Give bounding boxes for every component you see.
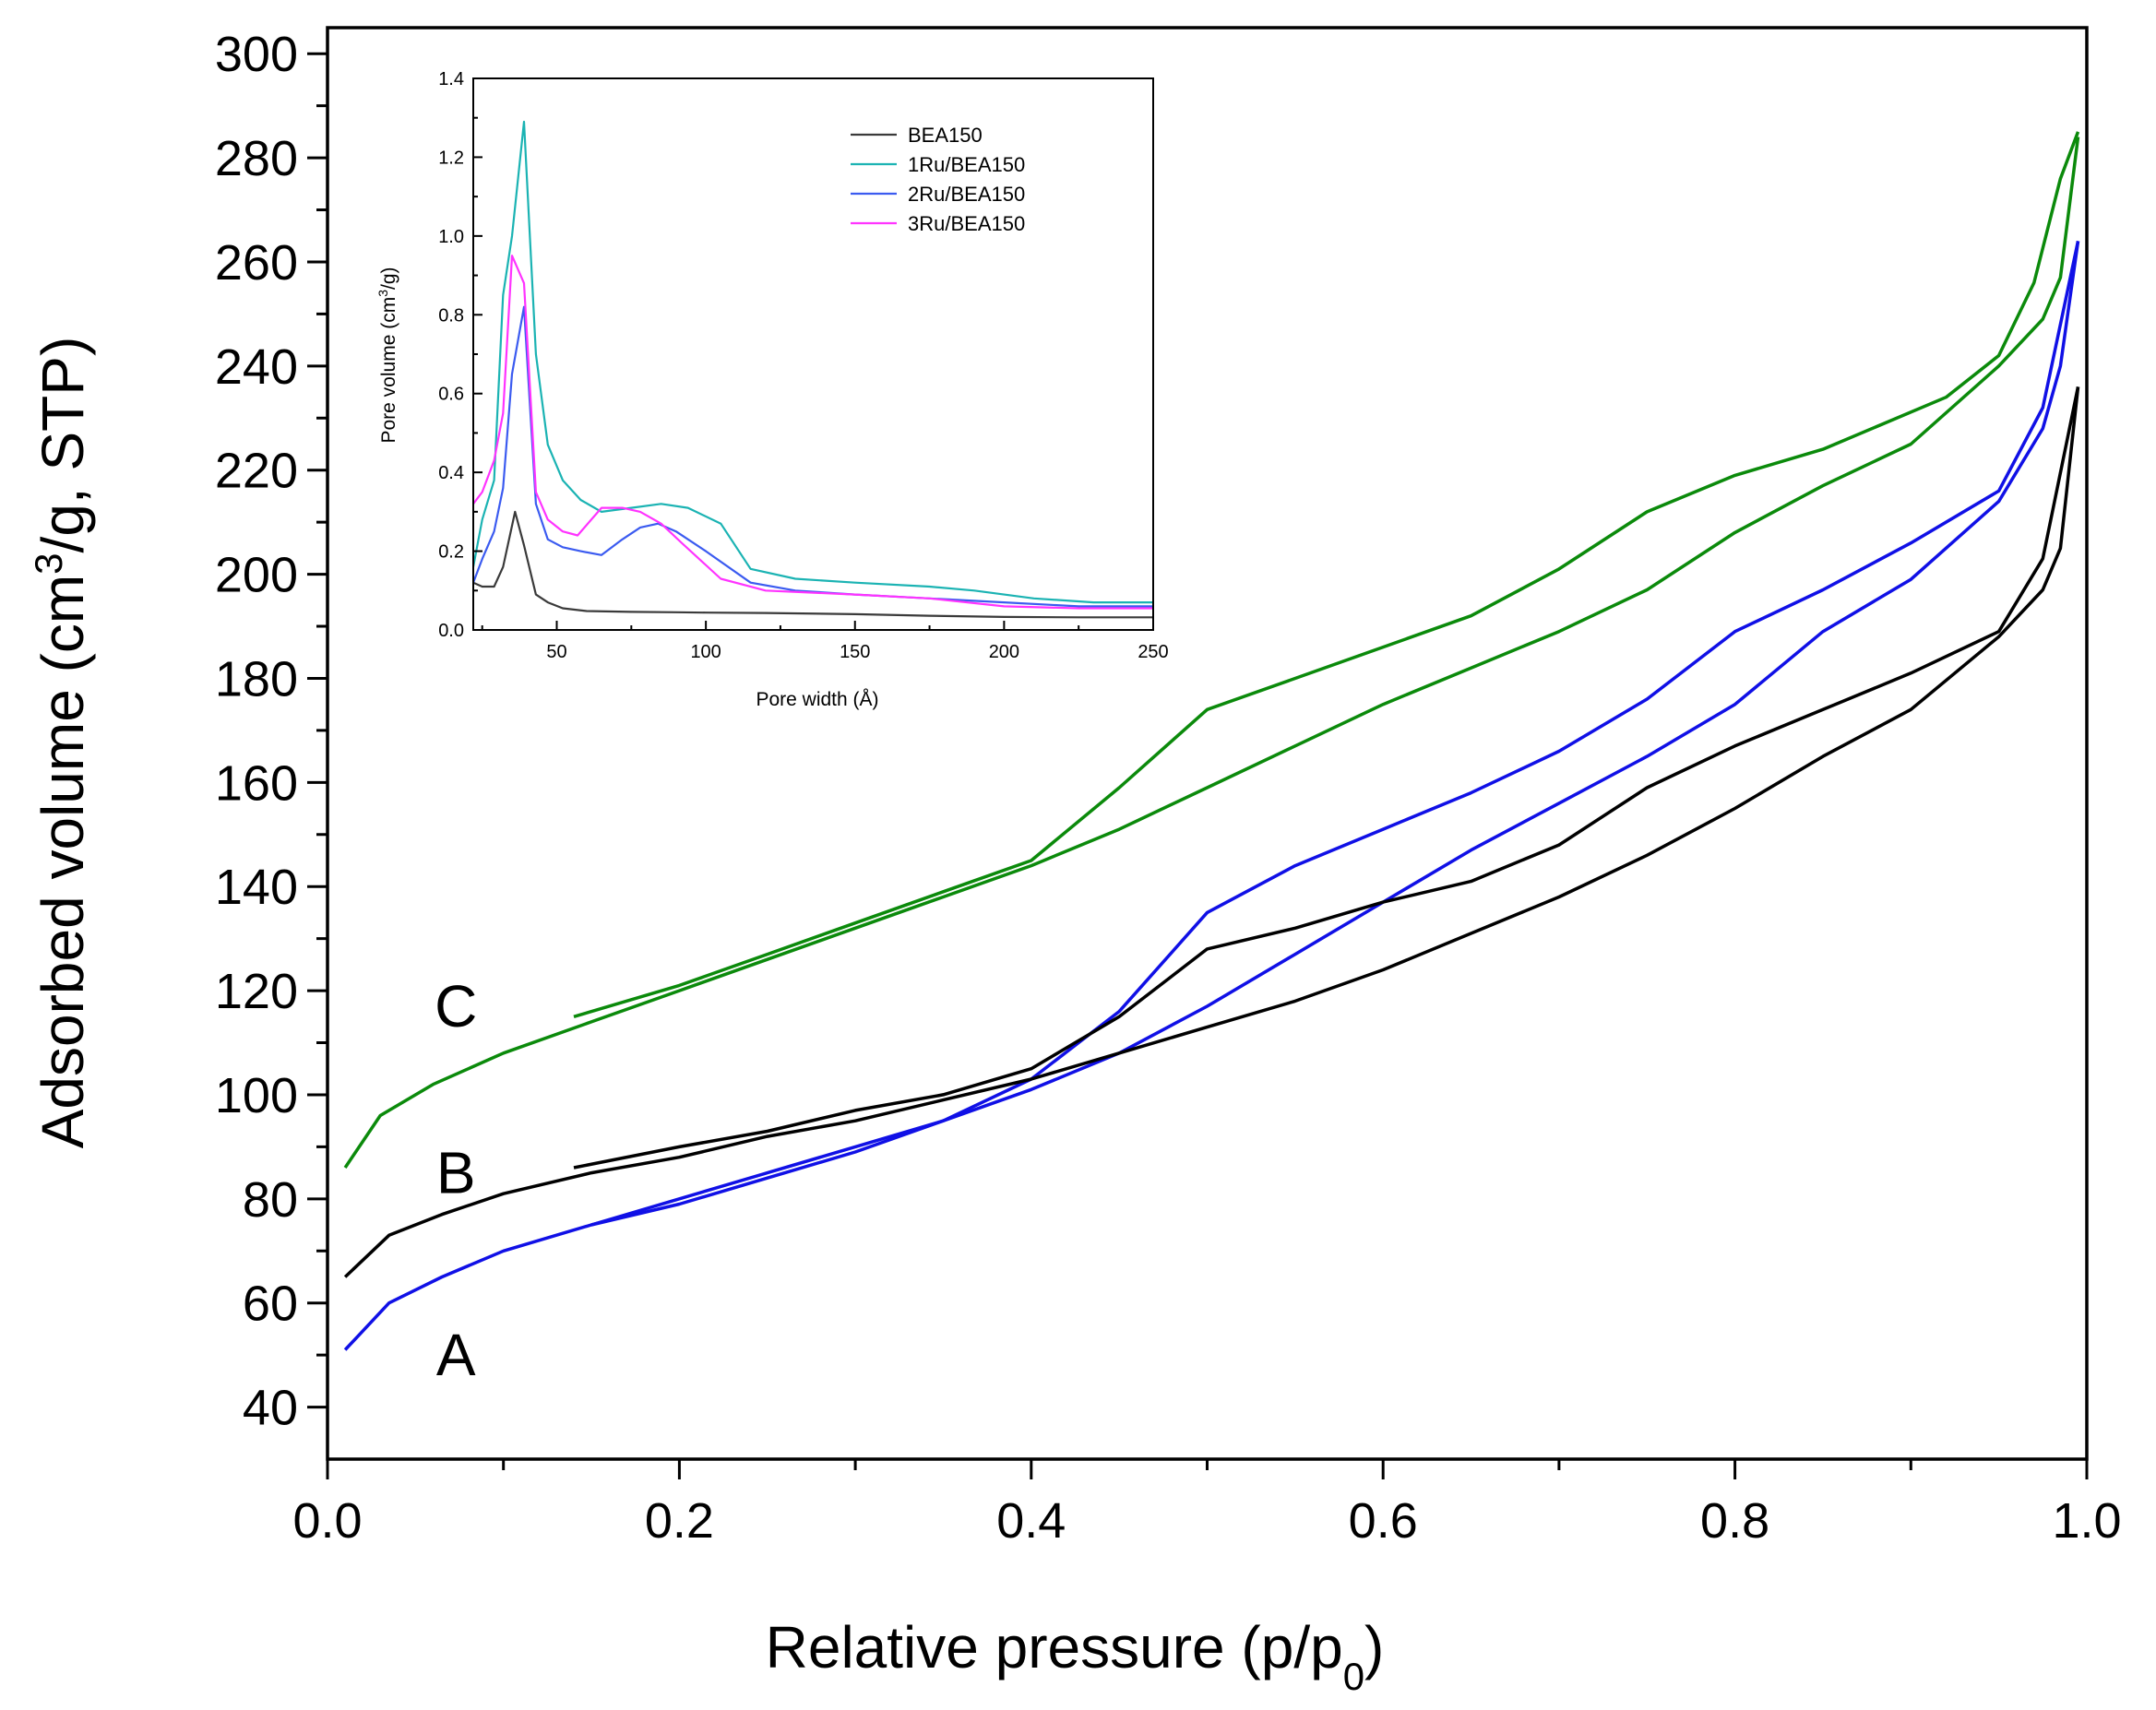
inset-y-axis: 0.0 0.2 0.4 0.6 0.8 1.0 1.2 1.4 <box>438 69 482 641</box>
inset-y-tick-label: 1.2 <box>438 148 464 168</box>
inset-legend: BEA150 1Ru/BEA150 2Ru/BEA150 3Ru/BEA150 <box>851 124 1025 235</box>
main-x-tick-label: 0.8 <box>1700 1493 1769 1549</box>
main-y-tick-label: 260 <box>215 235 298 291</box>
main-y-tick-label: 80 <box>243 1172 298 1228</box>
inset-y-tick-label: 0.6 <box>438 385 464 405</box>
main-x-axis: 0.0 0.2 0.4 0.6 0.8 1.0 <box>292 1459 2122 1549</box>
inset-y-axis-title: Pore volume (cm3/g) <box>375 267 399 443</box>
main-y-tick-label: 100 <box>215 1068 298 1123</box>
inset-series-group <box>473 120 1153 619</box>
main-x-axis-title-text: Relative pressure (p/p <box>766 1614 1343 1680</box>
curve-label-a: A <box>436 1322 476 1388</box>
curve-label-b: B <box>436 1140 476 1206</box>
main-y-axis: 40 60 80 100 120 140 160 180 200 220 240 260 280 300 <box>215 27 328 1436</box>
inset-series-bea150 <box>473 510 1153 619</box>
series-b-desorption <box>573 386 2080 1170</box>
main-y-tick-label: 300 <box>215 27 298 82</box>
series-c-adsorption <box>343 137 2080 1169</box>
legend-label-bea150: BEA150 <box>908 124 983 147</box>
curve-label-c: C <box>435 973 477 1039</box>
legend-label-1ru-bea150: 1Ru/BEA150 <box>908 153 1025 176</box>
main-y-tick-label: 220 <box>215 444 298 499</box>
main-x-tick-label: 0.6 <box>1349 1493 1418 1549</box>
inset-y-axis-title-text: Pore volume (cm <box>378 297 399 444</box>
inset-y-tick-label: 1.4 <box>438 69 464 89</box>
inset-x-tick-label: 100 <box>690 642 721 662</box>
main-y-axis-title-sup: 3 <box>27 552 70 574</box>
main-y-axis-title-tail: /g, STP) <box>30 337 96 553</box>
main-x-axis-title-tail: ) <box>1364 1614 1384 1680</box>
main-x-tick-label: 0.2 <box>645 1493 714 1549</box>
main-y-tick-label: 140 <box>215 860 298 915</box>
main-y-tick-label: 280 <box>215 131 298 186</box>
main-x-axis-title: Relative pressure (p/p0) <box>766 1614 1385 1698</box>
legend-label-2ru-bea150: 2Ru/BEA150 <box>908 183 1025 206</box>
inset-x-tick-label: 250 <box>1138 642 1168 662</box>
series-a-desorption <box>590 241 2080 1227</box>
series-b-adsorption <box>343 386 2080 1278</box>
main-series-group <box>343 131 2080 1351</box>
main-y-tick-label: 120 <box>215 964 298 1019</box>
inset-x-axis: 50 100 150 200 250 <box>481 621 1169 662</box>
main-x-tick-label: 0.4 <box>996 1493 1066 1549</box>
main-y-tick-label: 240 <box>215 339 298 395</box>
inset-y-tick-label: 0.0 <box>438 621 464 641</box>
inset-y-tick-label: 0.8 <box>438 305 464 326</box>
main-y-tick-label: 60 <box>243 1277 298 1332</box>
inset-x-tick-label: 50 <box>546 642 566 662</box>
main-y-tick-label: 160 <box>215 755 298 811</box>
main-x-tick-label: 1.0 <box>2052 1493 2121 1549</box>
inset-y-axis-title-tail: /g) <box>378 267 399 290</box>
series-c-desorption <box>573 131 2080 1018</box>
main-y-tick-label: 40 <box>243 1381 298 1436</box>
inset-x-tick-label: 150 <box>840 642 870 662</box>
inset-series-3ru-bea150 <box>473 255 1153 610</box>
inset-x-axis-title: Pore width (Å) <box>756 689 878 710</box>
main-y-axis-title: Adsorbed volume (cm3/g, STP) <box>27 337 97 1149</box>
main-y-tick-label: 200 <box>215 548 298 603</box>
main-x-tick-label: 0.0 <box>292 1493 362 1549</box>
main-x-axis-title-sub: 0 <box>1343 1655 1364 1698</box>
legend-label-3ru-bea150: 3Ru/BEA150 <box>908 212 1025 235</box>
main-y-axis-title-text: Adsorbed volume (cm <box>30 575 96 1148</box>
main-chart: 0.0 0.2 0.4 0.6 0.8 1.0 40 60 80 100 120 140 160 180… <box>27 26 2122 1698</box>
inset-y-tick-label: 0.2 <box>438 542 464 563</box>
inset-y-tick-label: 1.0 <box>438 227 464 247</box>
inset-background <box>473 78 1153 630</box>
main-y-tick-label: 180 <box>215 651 298 707</box>
inset-series-1ru-bea150 <box>473 120 1153 604</box>
inset-x-tick-label: 200 <box>989 642 1019 662</box>
inset-y-tick-label: 0.4 <box>438 463 464 483</box>
curve-labels: C B A <box>435 973 477 1388</box>
series-a-adsorption <box>343 241 2080 1351</box>
inset-y-axis-title-sup: 3 <box>375 290 390 297</box>
inset-chart: 50 100 150 200 250 0.00.20.40.60.81.01.21.4 … <box>375 69 1169 710</box>
